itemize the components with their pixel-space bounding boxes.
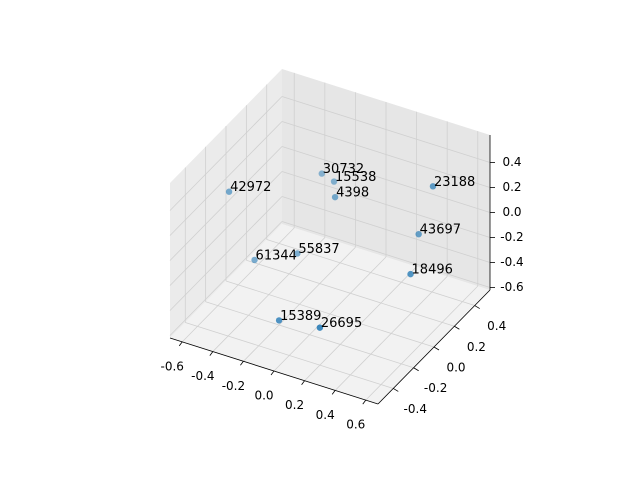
grid-line bbox=[225, 280, 435, 348]
x-tick-label: 0.4 bbox=[316, 408, 335, 422]
point-label: 18496 bbox=[412, 263, 453, 278]
point-label: 15538 bbox=[335, 170, 376, 185]
y-tick-label: -0.2 bbox=[424, 381, 447, 395]
grid-line bbox=[205, 301, 414, 369]
point-label: 15389 bbox=[280, 309, 321, 324]
z-tick-label: -0.6 bbox=[500, 280, 523, 294]
y-tick-label: 0.2 bbox=[467, 340, 486, 354]
tick-mark bbox=[178, 341, 183, 347]
point bbox=[415, 230, 422, 238]
tick-mark bbox=[270, 370, 275, 376]
point bbox=[275, 317, 283, 324]
grid-line bbox=[169, 146, 283, 261]
tick-mark bbox=[413, 367, 419, 372]
x-tick-label: 0.0 bbox=[254, 389, 273, 403]
tick-mark bbox=[474, 305, 480, 309]
x-axis bbox=[169, 337, 379, 405]
grid-line bbox=[169, 171, 283, 286]
point-label: 61344 bbox=[256, 248, 297, 263]
grid-line bbox=[185, 322, 394, 389]
point-label: 42972 bbox=[230, 180, 271, 195]
grid-line bbox=[246, 259, 455, 327]
grid-line bbox=[281, 146, 491, 213]
point-label: 4398 bbox=[336, 186, 369, 201]
grid-line bbox=[281, 221, 491, 288]
grid-line bbox=[169, 221, 283, 336]
z-tick-label: 0.4 bbox=[502, 155, 521, 169]
y-tick-label: -0.4 bbox=[404, 402, 427, 416]
point-label: 43697 bbox=[420, 223, 461, 238]
y-axis bbox=[377, 289, 491, 405]
grid-line bbox=[169, 121, 283, 236]
point-label: 30732 bbox=[323, 162, 364, 177]
x-tick-label: -0.2 bbox=[222, 379, 245, 393]
tick-mark bbox=[301, 380, 305, 385]
point bbox=[294, 250, 301, 257]
tick-mark bbox=[454, 325, 460, 330]
point bbox=[251, 256, 258, 264]
y-tick-label: 0.0 bbox=[446, 361, 465, 375]
point-label: 26695 bbox=[321, 316, 362, 331]
x-tick-label: 0.6 bbox=[346, 418, 365, 432]
grid-line bbox=[281, 96, 491, 163]
point bbox=[316, 324, 324, 331]
grid-line bbox=[281, 121, 491, 188]
point bbox=[407, 270, 414, 278]
point bbox=[225, 188, 233, 195]
tick-mark bbox=[209, 351, 214, 356]
x-tick-label: 0.2 bbox=[285, 398, 304, 412]
tick-mark bbox=[331, 390, 336, 395]
grid-line bbox=[266, 239, 475, 306]
x-tick-label: -0.4 bbox=[191, 369, 214, 383]
grid-line bbox=[169, 96, 283, 211]
x-tick-label: -0.6 bbox=[161, 359, 184, 373]
point bbox=[318, 170, 325, 177]
y-tick-label: 0.4 bbox=[487, 319, 506, 333]
grid-line bbox=[169, 196, 283, 311]
point bbox=[330, 178, 338, 185]
z-tick-label: -0.4 bbox=[500, 255, 523, 269]
z-tick-label: 0.0 bbox=[502, 205, 521, 219]
tick-mark bbox=[433, 346, 440, 351]
z-tick-label: -0.2 bbox=[500, 230, 523, 244]
tick-mark bbox=[393, 388, 399, 392]
z-tick-label: 0.2 bbox=[502, 180, 521, 194]
grid-line bbox=[281, 196, 491, 263]
grid-line bbox=[281, 171, 491, 238]
point bbox=[429, 183, 437, 190]
point-label: 23188 bbox=[434, 175, 475, 190]
point-label: 55837 bbox=[298, 242, 339, 257]
tick-mark bbox=[240, 361, 244, 366]
tick-mark bbox=[362, 399, 367, 405]
point bbox=[331, 193, 339, 201]
